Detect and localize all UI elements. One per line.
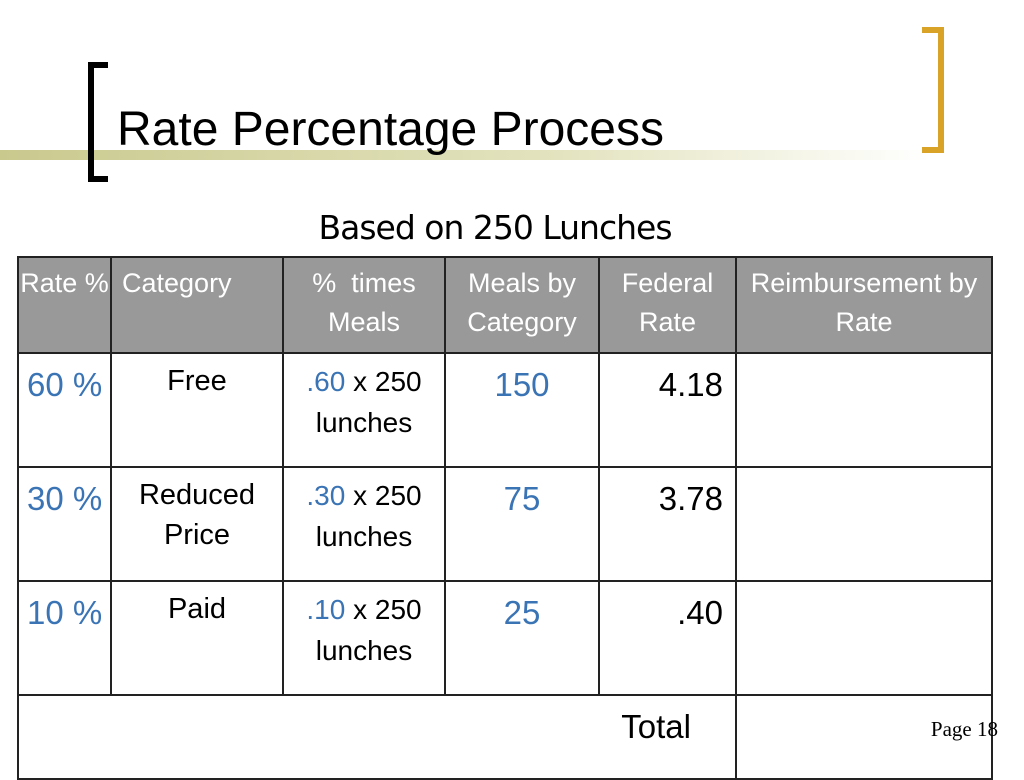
meals-value: 150 xyxy=(444,352,600,468)
calculation-multiplier: x 250 lunches xyxy=(315,366,422,438)
title-accent-bar xyxy=(0,150,930,160)
header-federal-rate: Federal Rate xyxy=(598,256,737,354)
federal-rate-value: 3.78 xyxy=(598,466,737,582)
right-bracket-decoration xyxy=(922,27,944,153)
federal-rate-value: 4.18 xyxy=(598,352,737,468)
calculation-multiplier: x 250 lunches xyxy=(315,480,422,552)
total-value xyxy=(735,694,993,780)
header-percent-times-meals: % times Meals xyxy=(282,256,446,354)
header-meals-by-category: Meals by Category xyxy=(444,256,600,354)
rate-value: 60 % xyxy=(17,352,112,468)
table-row: 30 % Reduced Price .30 x 250 lunches 75 … xyxy=(17,466,993,582)
table-row: 10 % Paid .10 x 250 lunches 25 .40 xyxy=(17,580,993,696)
total-label: Total xyxy=(17,694,737,780)
rate-value: 10 % xyxy=(17,580,112,696)
calculation-multiplier: x 250 lunches xyxy=(315,594,422,666)
meals-value: 25 xyxy=(444,580,600,696)
table-row: 60 % Free .60 x 250 lunches 150 4.18 xyxy=(17,352,993,468)
category-value: Reduced Price xyxy=(110,466,284,582)
calculation-cell: .30 x 250 lunches xyxy=(282,466,446,582)
rate-fraction: .10 xyxy=(306,594,346,625)
reimbursement-value xyxy=(735,466,993,582)
calculation-cell: .10 x 250 lunches xyxy=(282,580,446,696)
header-rate: Rate % xyxy=(17,256,112,354)
table-header-row: Rate % Category % times Meals Meals by C… xyxy=(17,256,993,354)
meals-value: 75 xyxy=(444,466,600,582)
calculation-cell: .60 x 250 lunches xyxy=(282,352,446,468)
page-number: Page 18 xyxy=(930,717,998,741)
slide-title: Rate Percentage Process xyxy=(117,103,664,156)
category-value: Paid xyxy=(110,580,284,696)
reimbursement-value xyxy=(735,580,993,696)
header-category: Category xyxy=(110,256,284,354)
reimbursement-value xyxy=(735,352,993,468)
rate-fraction: .30 xyxy=(306,480,346,511)
rate-value: 30 % xyxy=(17,466,112,582)
slide-subtitle: Based on 250 Lunches xyxy=(318,208,672,247)
total-row: Total xyxy=(17,694,993,780)
rate-fraction: .60 xyxy=(306,366,346,397)
left-bracket-decoration xyxy=(88,62,108,182)
federal-rate-value: .40 xyxy=(598,580,737,696)
header-reimbursement: Reimbursement by Rate xyxy=(735,256,993,354)
rate-table: Rate % Category % times Meals Meals by C… xyxy=(17,256,993,780)
category-value: Free xyxy=(110,352,284,468)
